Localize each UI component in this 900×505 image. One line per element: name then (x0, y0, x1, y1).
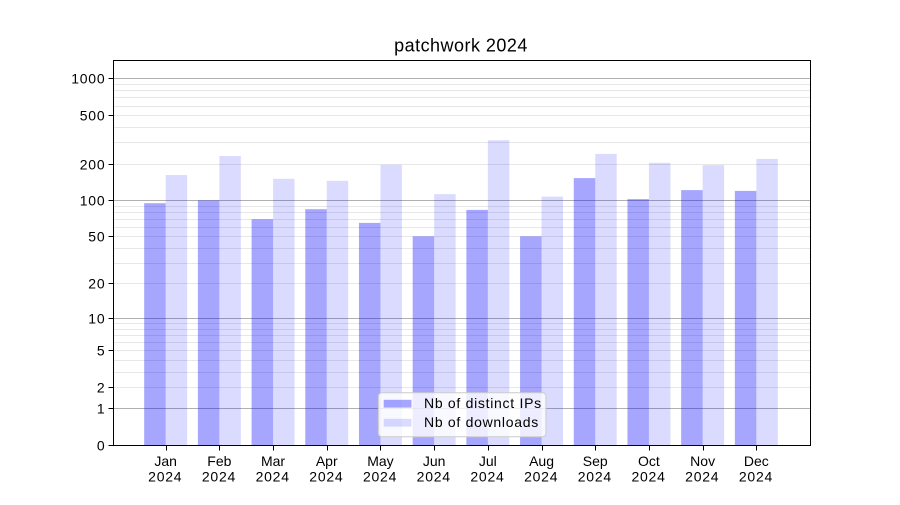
svg-text:Nb of downloads: Nb of downloads (424, 414, 539, 430)
svg-text:200: 200 (80, 157, 106, 173)
svg-text:Jun: Jun (423, 453, 446, 469)
svg-text:0: 0 (97, 438, 106, 454)
svg-text:100: 100 (80, 193, 106, 209)
svg-text:500: 500 (80, 108, 106, 124)
svg-text:2024: 2024 (470, 469, 504, 485)
svg-text:patchwork 2024: patchwork 2024 (394, 36, 528, 56)
svg-text:2024: 2024 (685, 469, 719, 485)
svg-text:2024: 2024 (363, 469, 397, 485)
svg-text:2024: 2024 (309, 469, 343, 485)
svg-text:2024: 2024 (256, 469, 290, 485)
svg-text:Feb: Feb (207, 453, 231, 469)
svg-text:Oct: Oct (638, 453, 660, 469)
svg-text:2024: 2024 (524, 469, 558, 485)
svg-text:Jan: Jan (154, 453, 177, 469)
svg-text:50: 50 (88, 229, 105, 245)
svg-text:May: May (367, 453, 393, 469)
svg-text:Nb of distinct IPs: Nb of distinct IPs (424, 395, 542, 411)
svg-text:20: 20 (88, 276, 105, 292)
svg-text:2024: 2024 (148, 469, 182, 485)
svg-text:Mar: Mar (261, 453, 285, 469)
svg-text:1: 1 (97, 401, 106, 417)
svg-text:Sep: Sep (583, 453, 608, 469)
svg-text:Jul: Jul (479, 453, 497, 469)
svg-text:2024: 2024 (739, 469, 773, 485)
svg-text:2: 2 (97, 380, 106, 396)
svg-text:2024: 2024 (578, 469, 612, 485)
svg-text:2024: 2024 (202, 469, 236, 485)
svg-text:2024: 2024 (417, 469, 451, 485)
svg-text:Nov: Nov (690, 453, 715, 469)
svg-text:1000: 1000 (71, 71, 105, 87)
svg-text:Apr: Apr (316, 453, 338, 469)
svg-text:10: 10 (88, 311, 105, 327)
svg-text:5: 5 (97, 343, 106, 359)
svg-text:2024: 2024 (631, 469, 665, 485)
svg-text:Aug: Aug (529, 453, 554, 469)
svg-text:Dec: Dec (744, 453, 769, 469)
